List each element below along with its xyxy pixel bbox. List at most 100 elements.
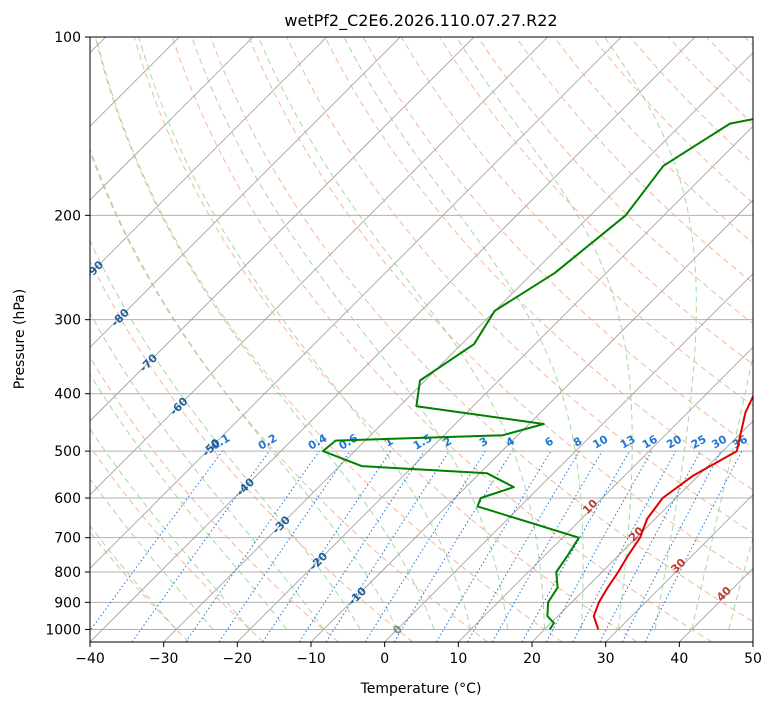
mixing-ratio-line [435, 450, 552, 642]
isotherm-label: -80 [109, 306, 132, 329]
moist-adiabat-line [257, 37, 546, 630]
mixing-ratio-label: 10 [591, 432, 611, 451]
isotherm-line [310, 199, 753, 642]
y-tick-label: 200 [54, 208, 81, 224]
moist-adiabat-line [90, 373, 288, 630]
mixing-ratio-label: 20 [664, 432, 684, 451]
dry-adiabat-line [591, 37, 753, 204]
mixing-ratio-line [325, 450, 450, 642]
isotherm-line [90, 37, 475, 422]
moist-adiabat-line [90, 525, 177, 630]
isotherm-label: -70 [137, 351, 160, 374]
dry-adiabat-line [133, 37, 638, 642]
dry-adiabat-line [515, 37, 753, 284]
dry-adiabat-line [286, 37, 753, 534]
x-tick-label: 20 [523, 651, 541, 667]
mixing-ratio-label: 1 [382, 435, 395, 450]
x-tick-label: 30 [597, 651, 615, 667]
isotherm-line [384, 273, 753, 642]
dry-adiabat-line [90, 531, 190, 642]
chart-title: wetPf2_C2E6.2026.110.07.27.R22 [284, 11, 557, 31]
mixing-ratio-line [218, 450, 351, 642]
dry-adiabat-line [95, 37, 563, 642]
mixing-ratio-line [364, 450, 486, 642]
y-tick-label: 300 [54, 313, 81, 329]
mixing-ratio-label: 8 [571, 435, 584, 450]
mixing-ratio-line [90, 450, 223, 632]
dry-adiabat-line [210, 37, 753, 623]
mixing-ratio-label: 16 [640, 432, 660, 451]
mixing-ratio-label: 25 [689, 433, 709, 452]
dry-adiabat-line [477, 37, 753, 325]
moist-adiabat-line [90, 311, 324, 630]
mixing-ratio-line [185, 450, 320, 642]
x-tick-label: −30 [149, 651, 179, 667]
isotherm-line [90, 37, 622, 569]
isotherm-line [752, 641, 753, 642]
y-tick-label: 400 [54, 387, 81, 403]
mixing-ratio-label: 1.5 [411, 432, 434, 453]
mixing-ratio-line [572, 450, 677, 642]
x-axis: −40 −30 −20 −10 0 10 20 30 40 50 [75, 642, 762, 667]
y-tick-label: 700 [54, 531, 81, 547]
dry-adiabat-line [90, 356, 339, 642]
mixing-ratio-line [644, 450, 743, 642]
moist-adiabat-line [191, 37, 509, 630]
isotherm-line [90, 37, 548, 496]
moist-adiabat-line [138, 37, 472, 630]
isotherm-label: -60 [167, 395, 190, 418]
isotherm-line [605, 494, 753, 642]
moist-adiabat-line [728, 535, 753, 630]
y-tick-label: 900 [54, 595, 81, 611]
moist-adiabat-line [691, 353, 753, 630]
y-tick-label: 1000 [45, 622, 81, 638]
x-tick-label: 40 [670, 651, 688, 667]
moist-adiabat-line [90, 147, 398, 630]
isotherm-line [237, 125, 753, 642]
x-axis-title: Temperature (°C) [360, 681, 482, 697]
x-tick-label: −10 [296, 651, 326, 667]
temperature-profile [592, 394, 753, 630]
sounding-profiles [321, 118, 753, 630]
dry-adiabat-line [171, 37, 712, 642]
background-lines [90, 37, 753, 642]
isotherm-line [531, 420, 753, 642]
mixing-ratio-label: 30 [709, 432, 729, 451]
x-tick-label: 50 [744, 651, 762, 667]
isotherm-line [90, 37, 254, 201]
mixing-ratio-line [545, 450, 653, 642]
y-tick-label: 800 [54, 565, 81, 581]
x-tick-label: −40 [75, 651, 105, 667]
isotherm-line [163, 52, 753, 642]
mixing-ratio-line [131, 450, 270, 642]
isotherm-line [90, 37, 401, 348]
x-tick-label: 10 [449, 651, 467, 667]
mixing-ratio-label: 13 [618, 433, 638, 452]
moist-adiabat-line [94, 37, 435, 630]
mixing-ratio-line [393, 450, 513, 642]
isotherm-line [458, 346, 753, 642]
moist-adiabat-line [90, 239, 361, 630]
isotherm-label: -90 [83, 258, 106, 281]
dry-adiabat-line [90, 150, 488, 642]
moist-adiabat-line [90, 427, 251, 630]
moist-adiabat-line [604, 37, 697, 630]
y-axis-title: Pressure (hPa) [12, 289, 28, 389]
dry-adiabat-line [706, 37, 753, 86]
mixing-ratio-line [599, 450, 701, 642]
mixing-ratio-line [298, 450, 425, 642]
dewpoint-profile [321, 118, 753, 630]
moist-adiabat-label: 40 [714, 584, 734, 604]
dry-adiabat-line [553, 37, 753, 244]
dry-adiabat-line [324, 37, 753, 491]
dry-adiabat-line [90, 445, 264, 642]
isotherm-line [90, 37, 696, 642]
x-tick-label: 0 [380, 651, 389, 667]
moist-adiabat-line [90, 477, 214, 630]
y-axis: 100 200 300 400 500 600 700 800 900 1000 [45, 30, 90, 638]
x-tick-label: −20 [223, 651, 253, 667]
isotherm-line [90, 37, 327, 275]
mixing-ratio-line [262, 450, 392, 642]
y-tick-label: 500 [54, 444, 81, 460]
mixing-ratio-line [521, 450, 630, 642]
